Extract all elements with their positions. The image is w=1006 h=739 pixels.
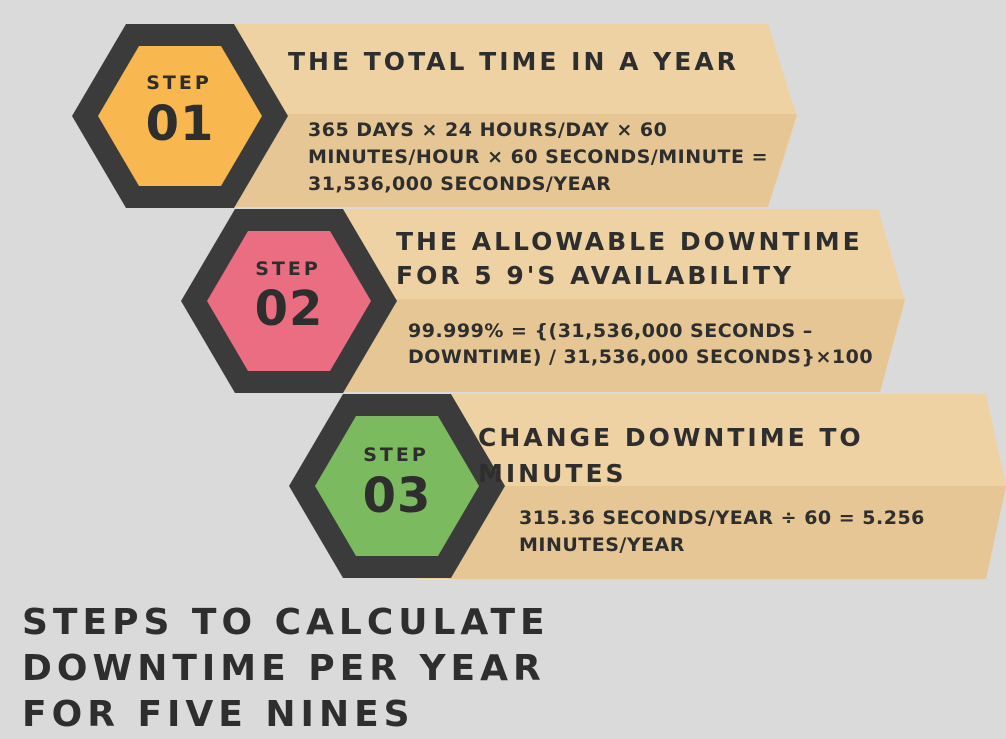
step-3-banner-shade bbox=[448, 486, 1006, 579]
step-2-banner bbox=[310, 209, 905, 392]
step-3-body-line-1: 315.36 seconds/year ÷ 60 = 5.256 bbox=[519, 507, 925, 529]
step-1-title: The total time in a year bbox=[288, 47, 739, 76]
step-1-body-line-2: minutes/hour × 60 seconds/minute = bbox=[308, 146, 769, 168]
step-3-title: Change downtime to minutes bbox=[478, 423, 864, 488]
step-1-hexagon bbox=[98, 46, 262, 186]
step-2-title-line-1: The allowable downtime bbox=[396, 227, 863, 256]
page-title-line-1: Steps to calculate bbox=[22, 602, 550, 643]
step-1-number: 01 bbox=[145, 96, 215, 152]
step-2-banner-shade bbox=[340, 299, 905, 392]
page-title-line-3: for five nines bbox=[22, 694, 415, 735]
step-1-hexagon-ring bbox=[72, 24, 288, 208]
step-2-title-line-2: for 5 9's availability bbox=[396, 261, 795, 290]
step-3-label: Step bbox=[363, 444, 429, 466]
step-2-body-line-1: 99.999% = {(31,536,000 seconds – bbox=[408, 320, 813, 342]
step-3-hexagon-ring bbox=[289, 394, 505, 578]
step-1-banner bbox=[200, 24, 797, 207]
step-3-banner bbox=[418, 394, 1006, 579]
step-2-hexagon-ring bbox=[181, 209, 397, 393]
step-1-label: Step bbox=[146, 72, 212, 94]
step-2-number: 02 bbox=[254, 281, 324, 337]
step-1-body-line-3: 31,536,000 seconds/year bbox=[308, 173, 612, 195]
step-3-hexagon bbox=[315, 416, 479, 556]
step-1-body-line-1: 365 days × 24 hours/day × 60 bbox=[308, 119, 668, 141]
page-title: Steps to calculate downtime per year for… bbox=[22, 600, 550, 738]
step-1-banner-shade bbox=[230, 114, 797, 207]
step-2-label: Step bbox=[255, 258, 321, 280]
page-title-line-2: downtime per year bbox=[22, 648, 546, 689]
step-3-body-line-2: minutes/year bbox=[519, 534, 685, 556]
step-3-number: 03 bbox=[362, 468, 432, 524]
step-2-body-line-2: downtime) / 31,536,000 seconds}×100 bbox=[408, 346, 874, 368]
step-2-hexagon bbox=[207, 231, 371, 371]
